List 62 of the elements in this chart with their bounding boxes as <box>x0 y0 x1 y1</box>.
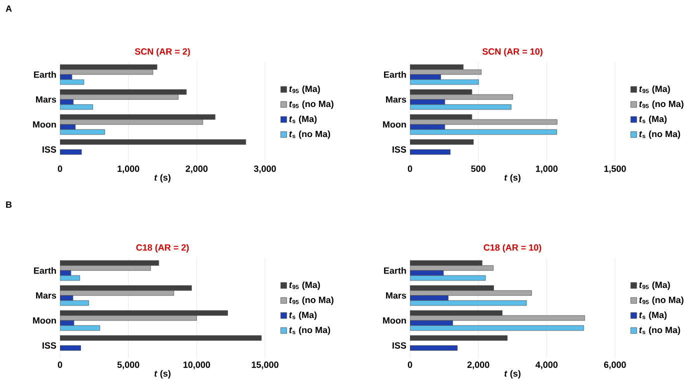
bar <box>410 345 458 351</box>
x-axis-title: t (s) <box>504 370 520 378</box>
y-tick-label: Moon <box>33 121 56 128</box>
x-axis-title: t (s) <box>154 370 170 378</box>
x-tick-label: 3,000 <box>254 166 276 174</box>
x-tick-label: 2,000 <box>186 166 208 174</box>
x-tick-label: 0 <box>408 166 412 172</box>
x-tick-label: 1,000 <box>536 166 558 174</box>
y-tick-label: ISS <box>42 342 56 349</box>
legend-label: t$_{s}$ (no Ma) <box>289 326 330 335</box>
y-tick-label: Earth <box>384 267 406 274</box>
x-tick-label: 2,000 <box>467 362 490 370</box>
y-tick-label: Earth <box>384 71 406 78</box>
y-tick-label: Moon <box>33 317 56 324</box>
x-tick-label: 5,000 <box>117 362 140 370</box>
y-tick-label: ISS <box>42 146 56 153</box>
legend-label: t$_{95}$ (no Ma) <box>639 100 684 109</box>
text: B <box>6 202 12 208</box>
bar <box>410 335 508 341</box>
text: A <box>6 6 12 12</box>
bar <box>60 345 81 351</box>
legend-label: t$_{95}$ (no Ma) <box>289 100 334 109</box>
x-tick-label: 1,500 <box>604 166 626 174</box>
chart-title: SCN (AR = 2) <box>134 48 190 56</box>
chart-title: SCN (AR = 10) <box>482 48 542 56</box>
x-tick-label: 0 <box>58 166 62 172</box>
chart-title: C18 (AR = 10) <box>484 244 542 252</box>
legend-label: t$_{s}$ (Ma) <box>639 312 667 320</box>
y-tick-label: Mars <box>386 292 406 299</box>
x-tick-label: 500 <box>471 166 486 172</box>
x-tick-label: 10,000 <box>183 362 210 370</box>
y-tick-label: Mars <box>36 292 56 299</box>
legend-label: t$_{95}$ (Ma) <box>289 281 320 290</box>
y-tick-label: Moon <box>383 317 406 324</box>
legend-label: t$_{s}$ (Ma) <box>639 116 667 124</box>
legend-label: t$_{95}$ (Ma) <box>639 281 670 290</box>
y-tick-label: Earth <box>34 71 56 78</box>
bar <box>60 335 262 341</box>
legend-label: t$_{95}$ (no Ma) <box>639 296 684 305</box>
y-tick-label: Moon <box>383 121 406 128</box>
legend-label: t$_{95}$ (Ma) <box>289 85 320 94</box>
x-tick-label: 0 <box>58 362 62 368</box>
y-tick-label: Mars <box>36 96 56 103</box>
legend-label: t$_{s}$ (Ma) <box>289 116 317 124</box>
x-axis-title: t (s) <box>154 174 170 182</box>
legend-label: t$_{s}$ (no Ma) <box>639 326 680 335</box>
y-tick-label: Mars <box>386 96 406 103</box>
x-tick-label: 1,000 <box>118 166 140 174</box>
legend-label: t$_{s}$ (Ma) <box>289 312 317 320</box>
x-axis-title: t (s) <box>504 174 520 182</box>
legend-label: t$_{95}$ (no Ma) <box>289 296 334 305</box>
x-tick-label: 4,000 <box>536 362 558 370</box>
x-tick-label: 0 <box>408 362 412 368</box>
x-tick-label: 15,000 <box>252 362 278 370</box>
chart-title: C18 (AR = 2) <box>136 244 189 252</box>
legend-label: t$_{s}$ (no Ma) <box>639 130 680 139</box>
y-tick-label: Earth <box>34 267 56 274</box>
x-tick-label: 6,000 <box>604 362 626 370</box>
legend-label: t$_{s}$ (no Ma) <box>289 130 330 139</box>
legend-label: t$_{95}$ (Ma) <box>639 85 670 94</box>
y-tick-label: ISS <box>392 342 406 349</box>
y-tick-label: ISS <box>392 146 406 153</box>
